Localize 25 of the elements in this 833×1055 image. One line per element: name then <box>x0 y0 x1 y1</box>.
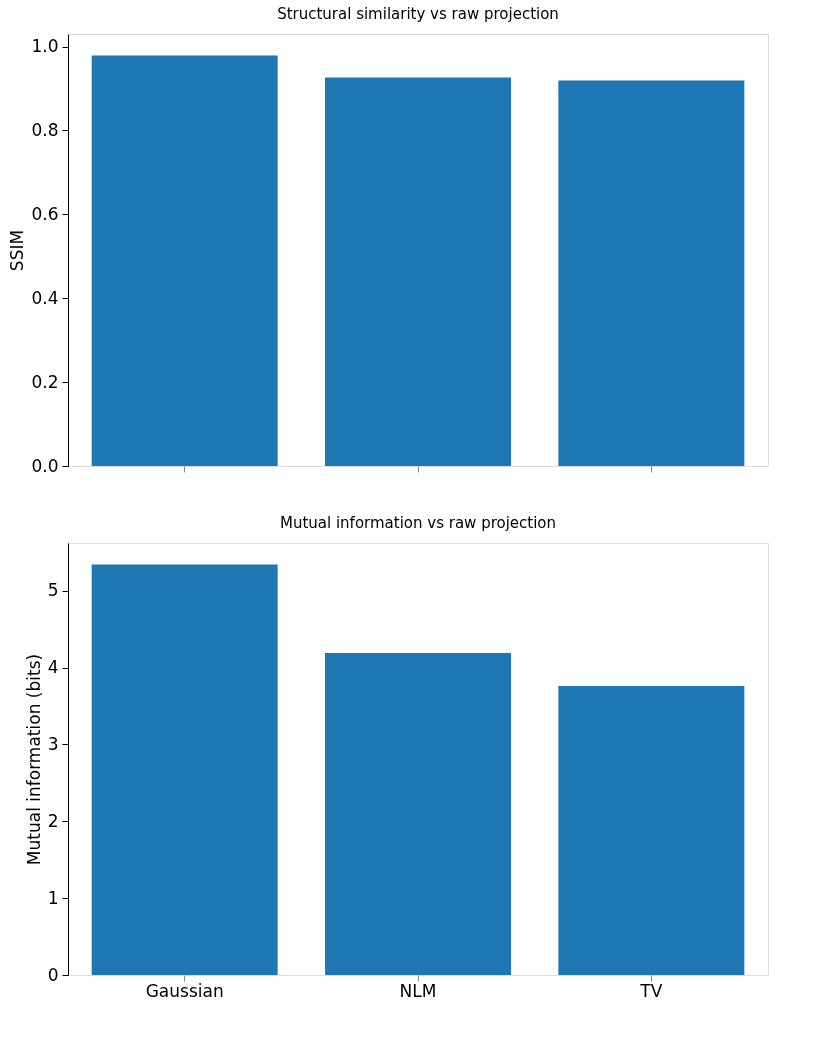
y-tick-label: 0.4 <box>31 287 59 308</box>
x-tick-label: TV <box>639 980 663 1001</box>
y-tick-label: 0.8 <box>31 119 59 140</box>
y-tick-label: 1.0 <box>31 36 59 57</box>
y-tick-label: 0.0 <box>31 455 59 476</box>
chart-title: Structural similarity vs raw projection <box>277 5 559 23</box>
y-tick-label: 3 <box>47 733 59 754</box>
y-tick-label: 2 <box>47 810 59 831</box>
y-axis-title: SSIM <box>7 229 28 272</box>
y-axis-title: Mutual information (bits) <box>23 653 44 866</box>
bar <box>558 685 745 975</box>
y-tick-label: 1 <box>47 887 59 908</box>
chart-title: Mutual information vs raw projection <box>279 514 557 532</box>
x-tick-label: NLM <box>399 980 437 1001</box>
x-tick-label: Gaussian <box>145 980 224 1001</box>
y-tick-label: 0.6 <box>31 203 59 224</box>
bar <box>325 652 511 975</box>
y-tick-label: 4 <box>47 657 59 678</box>
bar <box>91 564 278 975</box>
y-tick-label: 0 <box>47 964 59 985</box>
bar <box>558 80 745 466</box>
y-tick-label: 5 <box>47 580 59 601</box>
y-tick-label: 0.2 <box>31 371 59 392</box>
bar <box>91 55 278 466</box>
bar <box>325 77 511 466</box>
